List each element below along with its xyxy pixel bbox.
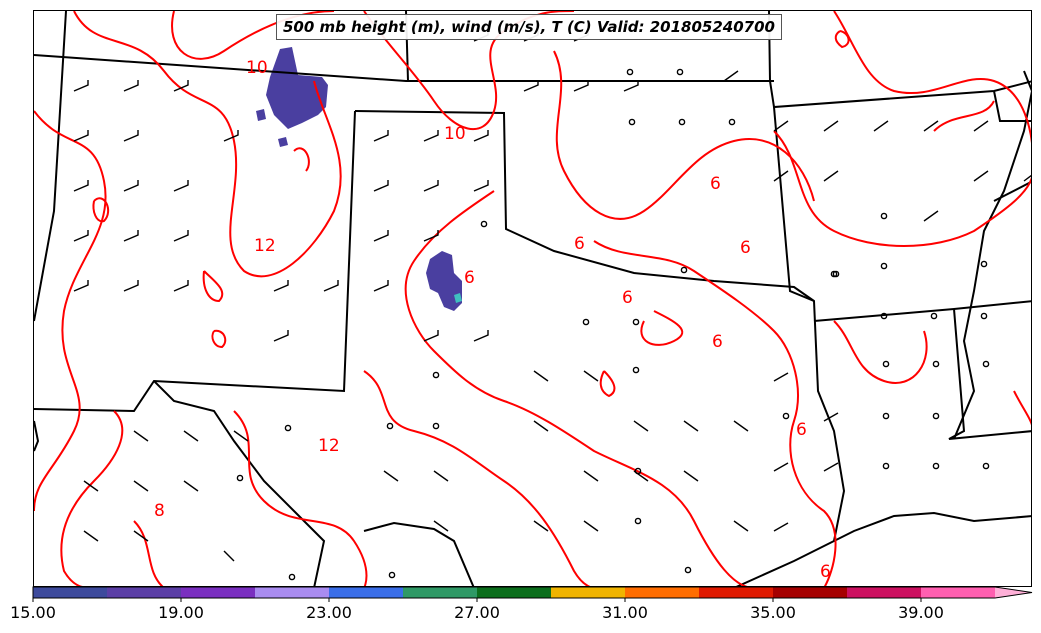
colorbar-tick-label: 39.00 [898, 603, 944, 622]
colorbar-bin [625, 587, 700, 598]
contour-label: 6 [710, 174, 721, 194]
temperature-contours [34, 11, 1031, 586]
colorbar-bin [921, 587, 996, 598]
colorbar-bin [403, 587, 478, 598]
shaded-region-central [426, 251, 462, 311]
colorbar-outline [32, 586, 1033, 599]
colorbar-tick-label: 15.00 [10, 603, 56, 622]
state-borders [34, 11, 1031, 586]
colorbar-bin [699, 587, 774, 598]
contour-label: 10 [246, 58, 268, 78]
contour-label: 6 [820, 562, 831, 582]
colorbar-bin [329, 587, 404, 598]
contour-label: 6 [464, 268, 475, 288]
shaded-wind-regions [256, 47, 462, 311]
map-canvas: 10 10 12 12 6 6 6 6 6 6 6 6 8 [34, 11, 1031, 586]
contour-label: 8 [154, 501, 165, 521]
contour-labels: 10 10 12 12 6 6 6 6 6 6 6 6 8 [154, 58, 831, 582]
colorbar-bin [255, 587, 330, 598]
contour-label: 6 [712, 332, 723, 352]
colorbar-bin [551, 587, 626, 598]
colorbar-tick-label: 31.00 [602, 603, 648, 622]
shaded-region-north [266, 47, 328, 129]
colorbar-bin [107, 587, 182, 598]
colorbar-bin [181, 587, 256, 598]
contour-label: 6 [796, 420, 807, 440]
colorbar [32, 586, 1033, 602]
colorbar-bin [33, 587, 108, 598]
colorbar-bin [477, 587, 552, 598]
colorbar-tick-label: 19.00 [158, 603, 204, 622]
contour-label: 12 [254, 236, 276, 256]
contour-label: 6 [622, 288, 633, 308]
colorbar-bin [773, 587, 848, 598]
colorbar-tick-label: 27.00 [454, 603, 500, 622]
contour-label: 10 [444, 124, 466, 144]
colorbar-bin [995, 587, 1032, 598]
calm-wind-markers [236, 68, 990, 581]
shaded-region-north-dot [278, 137, 288, 147]
contour-label: 6 [574, 234, 585, 254]
map-frame: 10 10 12 12 6 6 6 6 6 6 6 6 8 [33, 10, 1032, 587]
contour-label: 6 [740, 238, 751, 258]
map-title: 500 mb height (m), wind (m/s), T (C) Val… [276, 14, 782, 40]
colorbar-tick-label: 35.00 [750, 603, 796, 622]
shaded-region-cyan-core [454, 293, 462, 303]
colorbar-bin [847, 587, 922, 598]
wind-barbs [73, 30, 1031, 562]
colorbar-tick-label: 23.00 [306, 603, 352, 622]
shaded-region-north-small [256, 109, 266, 121]
contour-label: 12 [318, 436, 340, 456]
